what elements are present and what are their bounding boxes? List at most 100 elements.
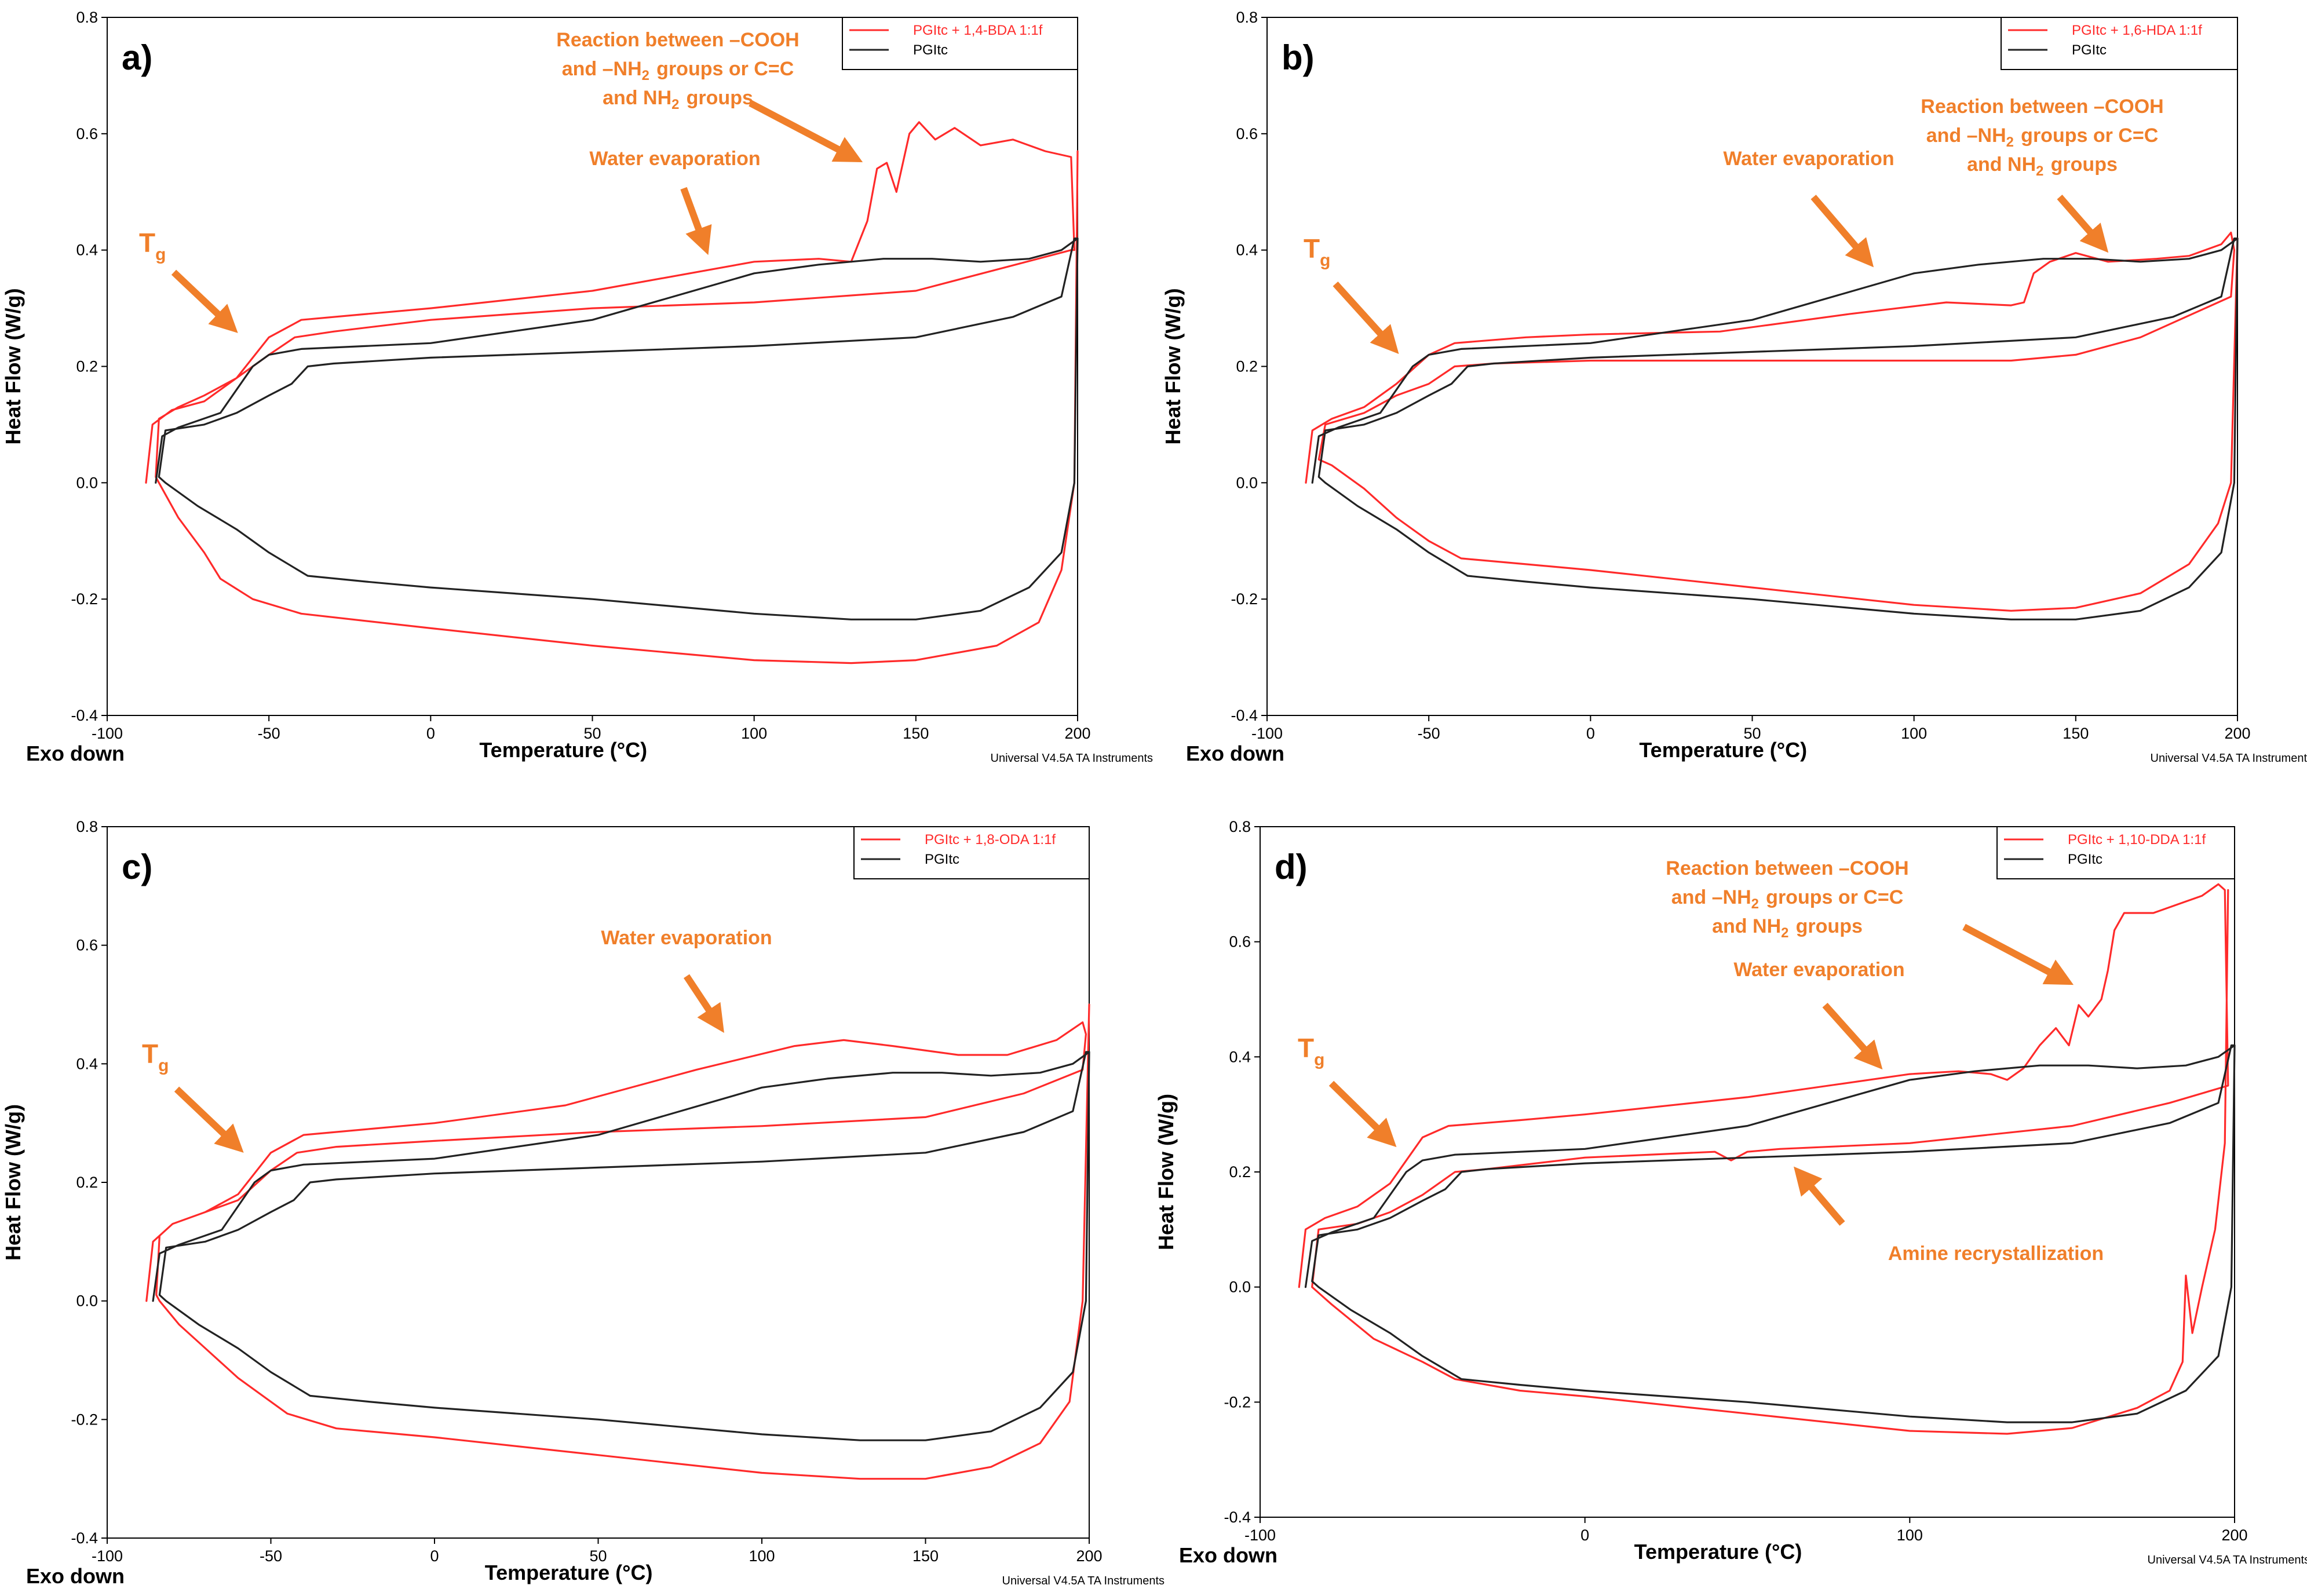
- y-tick-label: -0.4: [71, 1529, 98, 1547]
- instrument-credit: Universal V4.5A TA Instruments: [1002, 1575, 1165, 1587]
- chart-panel-a: -0.4 -0.2 0.0 0.2 0.4 0.6 0.8 -100 -50 0 50 100 150 2…: [1, 9, 1153, 765]
- text-span: groups or C=C: [2016, 125, 2159, 147]
- x-tick-label: -100: [92, 1547, 123, 1565]
- subscript: 2: [1751, 896, 1759, 912]
- text-span: Amine recrystallization: [1888, 1243, 2104, 1265]
- tg-subscript: g: [1320, 251, 1330, 270]
- legend-box: [853, 826, 1090, 879]
- y-tick-label: 0.8: [1229, 818, 1251, 835]
- annotation-text: and NH2 groups: [1712, 915, 1863, 941]
- y-tick-label: 0.8: [1236, 9, 1258, 26]
- x-tick-label: -50: [258, 725, 280, 742]
- text-span: NH: [1723, 886, 1751, 908]
- annotation-text: Water evaporation: [601, 927, 772, 949]
- tg-main: T: [139, 228, 155, 258]
- text-span: Reaction between –COOH: [1666, 857, 1908, 879]
- tg-annotation: Tg: [142, 1039, 169, 1075]
- y-tick-label: -0.4: [1224, 1509, 1251, 1526]
- exo-down-label: Exo down: [1186, 742, 1284, 765]
- x-tick-label: -100: [92, 725, 123, 742]
- y-tick-label: 0.8: [76, 818, 98, 835]
- text-span: NH: [2007, 154, 2036, 176]
- chart-panel-c: -0.4 -0.2 0.0 0.2 0.4 0.6 0.8 -100 -50 0 50 100 150 2…: [1, 818, 1165, 1588]
- subscript: 2: [671, 97, 679, 112]
- y-tick-label: 0.2: [76, 1174, 98, 1191]
- y-tick-label: 0.6: [1236, 125, 1258, 143]
- instrument-credit: Universal V4.5A TA Instruments: [991, 752, 1154, 765]
- text-span: and –: [1926, 125, 1978, 147]
- y-tick-label: 0.8: [76, 9, 98, 26]
- exo-down-label: Exo down: [26, 1564, 125, 1588]
- annotation-arrow: [680, 187, 712, 255]
- legend-label: PGItc: [2072, 42, 2107, 58]
- y-tick-label: 0.6: [76, 937, 98, 954]
- legend-box: [2001, 17, 2238, 70]
- y-tick-label: 0.0: [76, 1292, 98, 1310]
- annotation-arrow: [171, 269, 238, 333]
- y-tick-label: 0.4: [76, 242, 98, 259]
- sample-series-line: [1298, 883, 2229, 1435]
- annotation-arrow: [2057, 195, 2109, 253]
- instrument-credit: Universal V4.5A TA Instruments: [2148, 1554, 2307, 1566]
- y-tick-label: -0.2: [1231, 590, 1258, 608]
- text-span: Reaction between –COOH: [1921, 96, 2163, 118]
- annotation-text: Reaction between –COOH: [1921, 96, 2163, 118]
- sample-series-line: [1305, 231, 2239, 612]
- x-tick-label: 100: [1901, 725, 1927, 742]
- legend-label: PGItc: [913, 42, 948, 58]
- exo-down-label: Exo down: [1179, 1543, 1277, 1567]
- text-span: NH: [1753, 915, 1781, 937]
- text-span: and: [1967, 154, 2007, 176]
- legend-box: [842, 17, 1078, 70]
- legend-label: PGItc + 1,4-BDA 1:1f: [913, 23, 1043, 38]
- text-span: and –: [562, 58, 614, 80]
- y-axis-label: Heat Flow (W/g): [1154, 1094, 1178, 1250]
- tg-subscript: g: [1314, 1050, 1324, 1069]
- x-tick-label: 200: [1076, 1547, 1102, 1565]
- subscript: 2: [2036, 163, 2043, 179]
- legend-label: PGItc: [925, 852, 959, 867]
- panel-label: c): [122, 848, 152, 886]
- x-tick-label: 50: [589, 1547, 607, 1565]
- annotation-text: Reaction between –COOH: [556, 29, 799, 51]
- x-axis-label: Temperature (°C): [479, 738, 647, 762]
- chart-panel-d: -0.4 -0.2 0.0 0.2 0.4 0.6 0.8 -100 0 100 200 Heat F…: [1154, 818, 2307, 1567]
- annotation-arrow: [1810, 195, 1874, 268]
- y-tick-label: 0.0: [1229, 1279, 1251, 1296]
- annotation-arrow: [1793, 1166, 1845, 1226]
- annotation-text: Water evaporation: [589, 148, 760, 170]
- text-span: NH: [1978, 125, 2006, 147]
- x-tick-label: 0: [426, 725, 435, 742]
- text-span: Reaction between –COOH: [556, 29, 799, 51]
- annotation-text: Water evaporation: [1733, 959, 1904, 981]
- x-tick-label: 0: [1586, 725, 1595, 742]
- text-span: NH: [643, 87, 671, 109]
- annotation-text: and –NH2 groups or C=C: [1926, 125, 2159, 150]
- annotation-arrow: [749, 100, 863, 163]
- tg-main: T: [1298, 1033, 1314, 1063]
- chart-panel-b: -0.4 -0.2 0.0 0.2 0.4 0.6 0.8 -100 -50 0 50 100 150 2…: [1161, 9, 2307, 765]
- annotation-text: Amine recrystallization: [1888, 1243, 2104, 1265]
- legend-box: [1996, 826, 2235, 879]
- annotation-text: and NH2 groups: [1967, 154, 2118, 179]
- x-tick-label: 50: [583, 725, 601, 742]
- annotation-text: Reaction between –COOH: [1666, 857, 1908, 879]
- y-tick-label: 0.6: [1229, 933, 1251, 951]
- exo-down-label: Exo down: [26, 742, 125, 765]
- y-tick-label: -0.2: [71, 590, 98, 608]
- reference-series-line: [1311, 238, 2239, 620]
- text-span: groups: [681, 87, 753, 109]
- y-tick-label: 0.4: [1236, 242, 1258, 259]
- text-span: groups: [1790, 915, 1863, 937]
- x-tick-label: 200: [2221, 1526, 2247, 1544]
- annotation-text: and –NH2 groups or C=C: [1671, 886, 1904, 912]
- tg-subscript: g: [155, 245, 166, 264]
- x-tick-label: -50: [260, 1547, 282, 1565]
- panel-label: d): [1275, 848, 1308, 886]
- text-span: groups or C=C: [1761, 886, 1904, 908]
- x-tick-label: 100: [1897, 1526, 1923, 1544]
- annotation-text: and NH2 groups: [603, 87, 753, 112]
- y-tick-label: -0.2: [1224, 1393, 1251, 1411]
- tg-annotation: Tg: [1298, 1033, 1324, 1069]
- annotation-arrow: [1962, 923, 2074, 985]
